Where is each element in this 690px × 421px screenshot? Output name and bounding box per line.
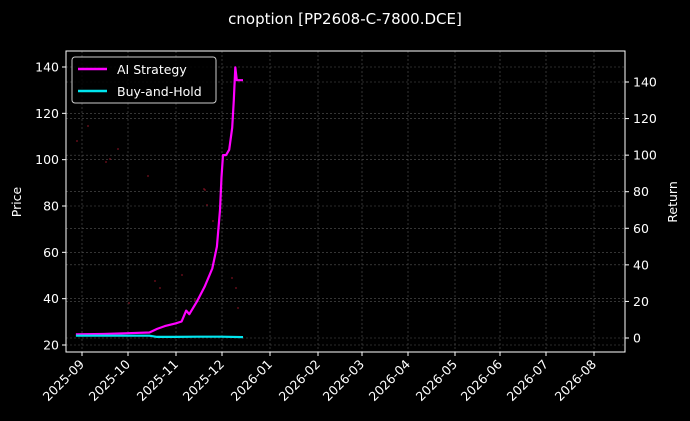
- y-tick-label-right: 20: [633, 294, 649, 309]
- x-tick-label: 2025-09: [40, 356, 88, 404]
- background-point: [154, 280, 156, 282]
- y-axis-label-right: Return: [665, 181, 680, 222]
- x-tick-label: 2026-08: [552, 356, 600, 404]
- background-point: [105, 161, 107, 163]
- x-tick-label: 2025-12: [180, 357, 228, 405]
- legend-label-ai-strategy: AI Strategy: [117, 62, 187, 77]
- grid-lines: [66, 51, 625, 352]
- y-tick-label-right: 80: [633, 184, 649, 199]
- series-lines: [75, 66, 244, 339]
- background-point: [194, 299, 196, 301]
- y-tick-label-left: 120: [35, 106, 59, 121]
- x-tick-label: 2026-04: [366, 356, 414, 404]
- x-tick-label: 2026-02: [276, 357, 324, 405]
- background-point: [204, 189, 206, 191]
- series-line-buy-and-hold: [75, 334, 244, 339]
- x-tick-label: 2026-01: [228, 357, 276, 405]
- y-axis-label-left: Price: [9, 186, 24, 217]
- background-point: [117, 148, 119, 150]
- y-tick-label-right: 100: [633, 148, 657, 163]
- y-tick-label-left: 100: [35, 152, 59, 167]
- background-point: [231, 277, 233, 279]
- background-point: [237, 307, 239, 309]
- y-tick-label-left: 140: [35, 60, 59, 75]
- y-tick-label-left: 40: [43, 291, 59, 306]
- chart-title: cnoption [PP2608-C-7800.DCE]: [228, 10, 462, 28]
- background-point: [206, 204, 208, 206]
- y-tick-label-right: 140: [633, 75, 657, 90]
- y-tick-label-left: 80: [43, 199, 59, 214]
- y-tick-label-left: 20: [43, 338, 59, 353]
- background-point: [147, 175, 149, 177]
- series-line-ai-strategy: [75, 66, 243, 336]
- y-axis-right: 0 20 40 60 80 100 120 140: [625, 75, 657, 346]
- y-tick-label-right: 0: [633, 331, 641, 346]
- background-point: [159, 287, 161, 289]
- x-tick-label: 2026-07: [504, 357, 552, 405]
- background-point: [128, 302, 130, 304]
- legend: AI Strategy Buy-and-Hold: [71, 56, 217, 104]
- background-point: [235, 287, 237, 289]
- legend-label-buy-and-hold: Buy-and-Hold: [117, 84, 202, 99]
- y-tick-label-left: 60: [43, 245, 59, 260]
- y-tick-label-right: 60: [633, 221, 649, 236]
- x-tick-label: 2026-05: [413, 357, 461, 405]
- background-point: [109, 158, 111, 160]
- plot-frame: [65, 50, 626, 353]
- x-tick-label: 2025-11: [134, 357, 182, 405]
- background-point: [212, 220, 214, 222]
- y-axis-left: 20 40 60 80 100 120 140: [35, 60, 66, 353]
- y-tick-label-right: 120: [633, 111, 657, 126]
- background-points: [76, 125, 239, 309]
- x-tick-label: 2025-10: [86, 356, 134, 404]
- x-tick-label: 2026-06: [458, 356, 506, 404]
- y-tick-label-right: 40: [633, 257, 649, 272]
- background-point: [87, 125, 89, 127]
- x-tick-label: 2026-03: [320, 357, 368, 405]
- background-point: [76, 140, 78, 142]
- background-point: [181, 274, 183, 276]
